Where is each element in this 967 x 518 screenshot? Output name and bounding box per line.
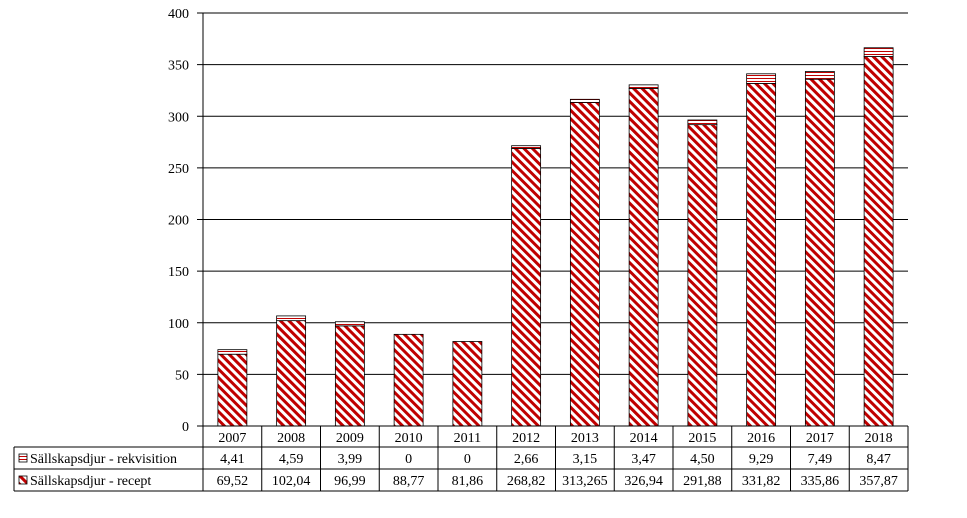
x-category-label: 2015 xyxy=(688,431,716,446)
bar-rekvisition-2016 xyxy=(746,73,777,84)
data-label-rekvisition: 8,47 xyxy=(866,452,891,467)
bar-rekvisition-2009 xyxy=(334,321,365,327)
x-category-label: 2011 xyxy=(454,431,481,446)
bar-recept-2017 xyxy=(804,78,835,427)
x-category-label: 2013 xyxy=(571,431,599,446)
bar-rekvisition-2008 xyxy=(276,315,307,322)
y-tick-label: 350 xyxy=(168,59,189,74)
bar-rekvisition-2014 xyxy=(628,84,659,89)
data-label-rekvisition: 0 xyxy=(464,452,471,467)
bar-recept-2013 xyxy=(569,102,600,427)
data-label-rekvisition: 4,50 xyxy=(690,452,715,467)
data-label-recept: 331,82 xyxy=(742,474,781,489)
bar-recept-2016 xyxy=(746,82,777,427)
bars xyxy=(217,47,894,427)
data-label-recept: 313,265 xyxy=(562,474,608,489)
data-label-rekvisition: 3,15 xyxy=(573,452,598,467)
data-label-recept: 69,52 xyxy=(217,474,249,489)
data-label-recept: 291,88 xyxy=(683,474,722,489)
y-tick-label: 200 xyxy=(168,214,189,229)
bar-rekvisition-2012 xyxy=(511,145,542,149)
x-category-label: 2017 xyxy=(806,431,834,446)
bar-recept-2009 xyxy=(334,325,365,427)
bar-rekvisition-2018 xyxy=(863,47,894,57)
data-label-rekvisition: 2,66 xyxy=(514,452,539,467)
bar-recept-2015 xyxy=(687,124,718,427)
y-tick-label: 0 xyxy=(182,420,189,435)
y-tick-label: 100 xyxy=(168,317,189,332)
data-label-rekvisition: 9,29 xyxy=(749,452,774,467)
bar-rekvisition-2017 xyxy=(804,71,835,80)
data-label-recept: 335,86 xyxy=(801,474,840,489)
grid-lines xyxy=(197,12,908,427)
data-label-recept: 326,94 xyxy=(624,474,663,489)
data-label-rekvisition: 0 xyxy=(405,452,412,467)
data-label-rekvisition: 3,99 xyxy=(338,452,363,467)
data-label-recept: 357,87 xyxy=(859,474,898,489)
bar-recept-2008 xyxy=(276,320,307,427)
bar-recept-2018 xyxy=(863,56,894,427)
x-category-label: 2008 xyxy=(277,431,305,446)
bar-rekvisition-2007 xyxy=(217,349,248,355)
data-label-recept: 81,86 xyxy=(452,474,484,489)
data-label-rekvisition: 7,49 xyxy=(808,452,833,467)
y-tick-label: 300 xyxy=(168,110,189,125)
y-tick-label: 150 xyxy=(168,265,189,280)
x-category-label: 2009 xyxy=(336,431,364,446)
bar-rekvisition-2013 xyxy=(569,98,600,103)
bar-recept-2007 xyxy=(217,353,248,427)
x-category-label: 2012 xyxy=(512,431,540,446)
legend-key-recept xyxy=(18,475,28,485)
bar-recept-2012 xyxy=(511,148,542,427)
x-category-label: 2018 xyxy=(865,431,893,446)
data-table: 2007 2008 2009 2010 2011 2012 2013 2014 2015 2016… xyxy=(13,425,909,492)
bar-rekvisition-2015 xyxy=(687,119,718,126)
data-label-recept: 102,04 xyxy=(272,474,311,489)
x-category-label: 2007 xyxy=(218,431,246,446)
bar-recept-2010 xyxy=(393,333,424,427)
x-category-label: 2014 xyxy=(630,431,658,446)
legend-label-recept: Sällskapsdjur - recept xyxy=(30,474,151,489)
y-tick-label: 50 xyxy=(175,368,189,383)
data-label-rekvisition: 3,47 xyxy=(631,452,656,467)
data-label-recept: 88,77 xyxy=(393,474,425,489)
x-category-label: 2010 xyxy=(395,431,423,446)
data-label-recept: 268,82 xyxy=(507,474,546,489)
data-label-recept: 96,99 xyxy=(334,474,366,489)
legend-label-rekvisition: Sällskapsdjur - rekvisition xyxy=(30,452,177,467)
y-tick-label: 400 xyxy=(168,7,189,22)
y-tick-label: 250 xyxy=(168,162,189,177)
data-label-rekvisition: 4,41 xyxy=(220,452,245,467)
y-axis-tick-labels: 0 50 100 150 200 250 300 350 400 xyxy=(168,7,189,435)
data-label-rekvisition: 4,59 xyxy=(279,452,304,467)
x-category-label: 2016 xyxy=(747,431,775,446)
legend-key-rekvisition xyxy=(18,453,28,463)
bar-recept-2014 xyxy=(628,88,659,427)
bar-recept-2011 xyxy=(452,341,483,427)
